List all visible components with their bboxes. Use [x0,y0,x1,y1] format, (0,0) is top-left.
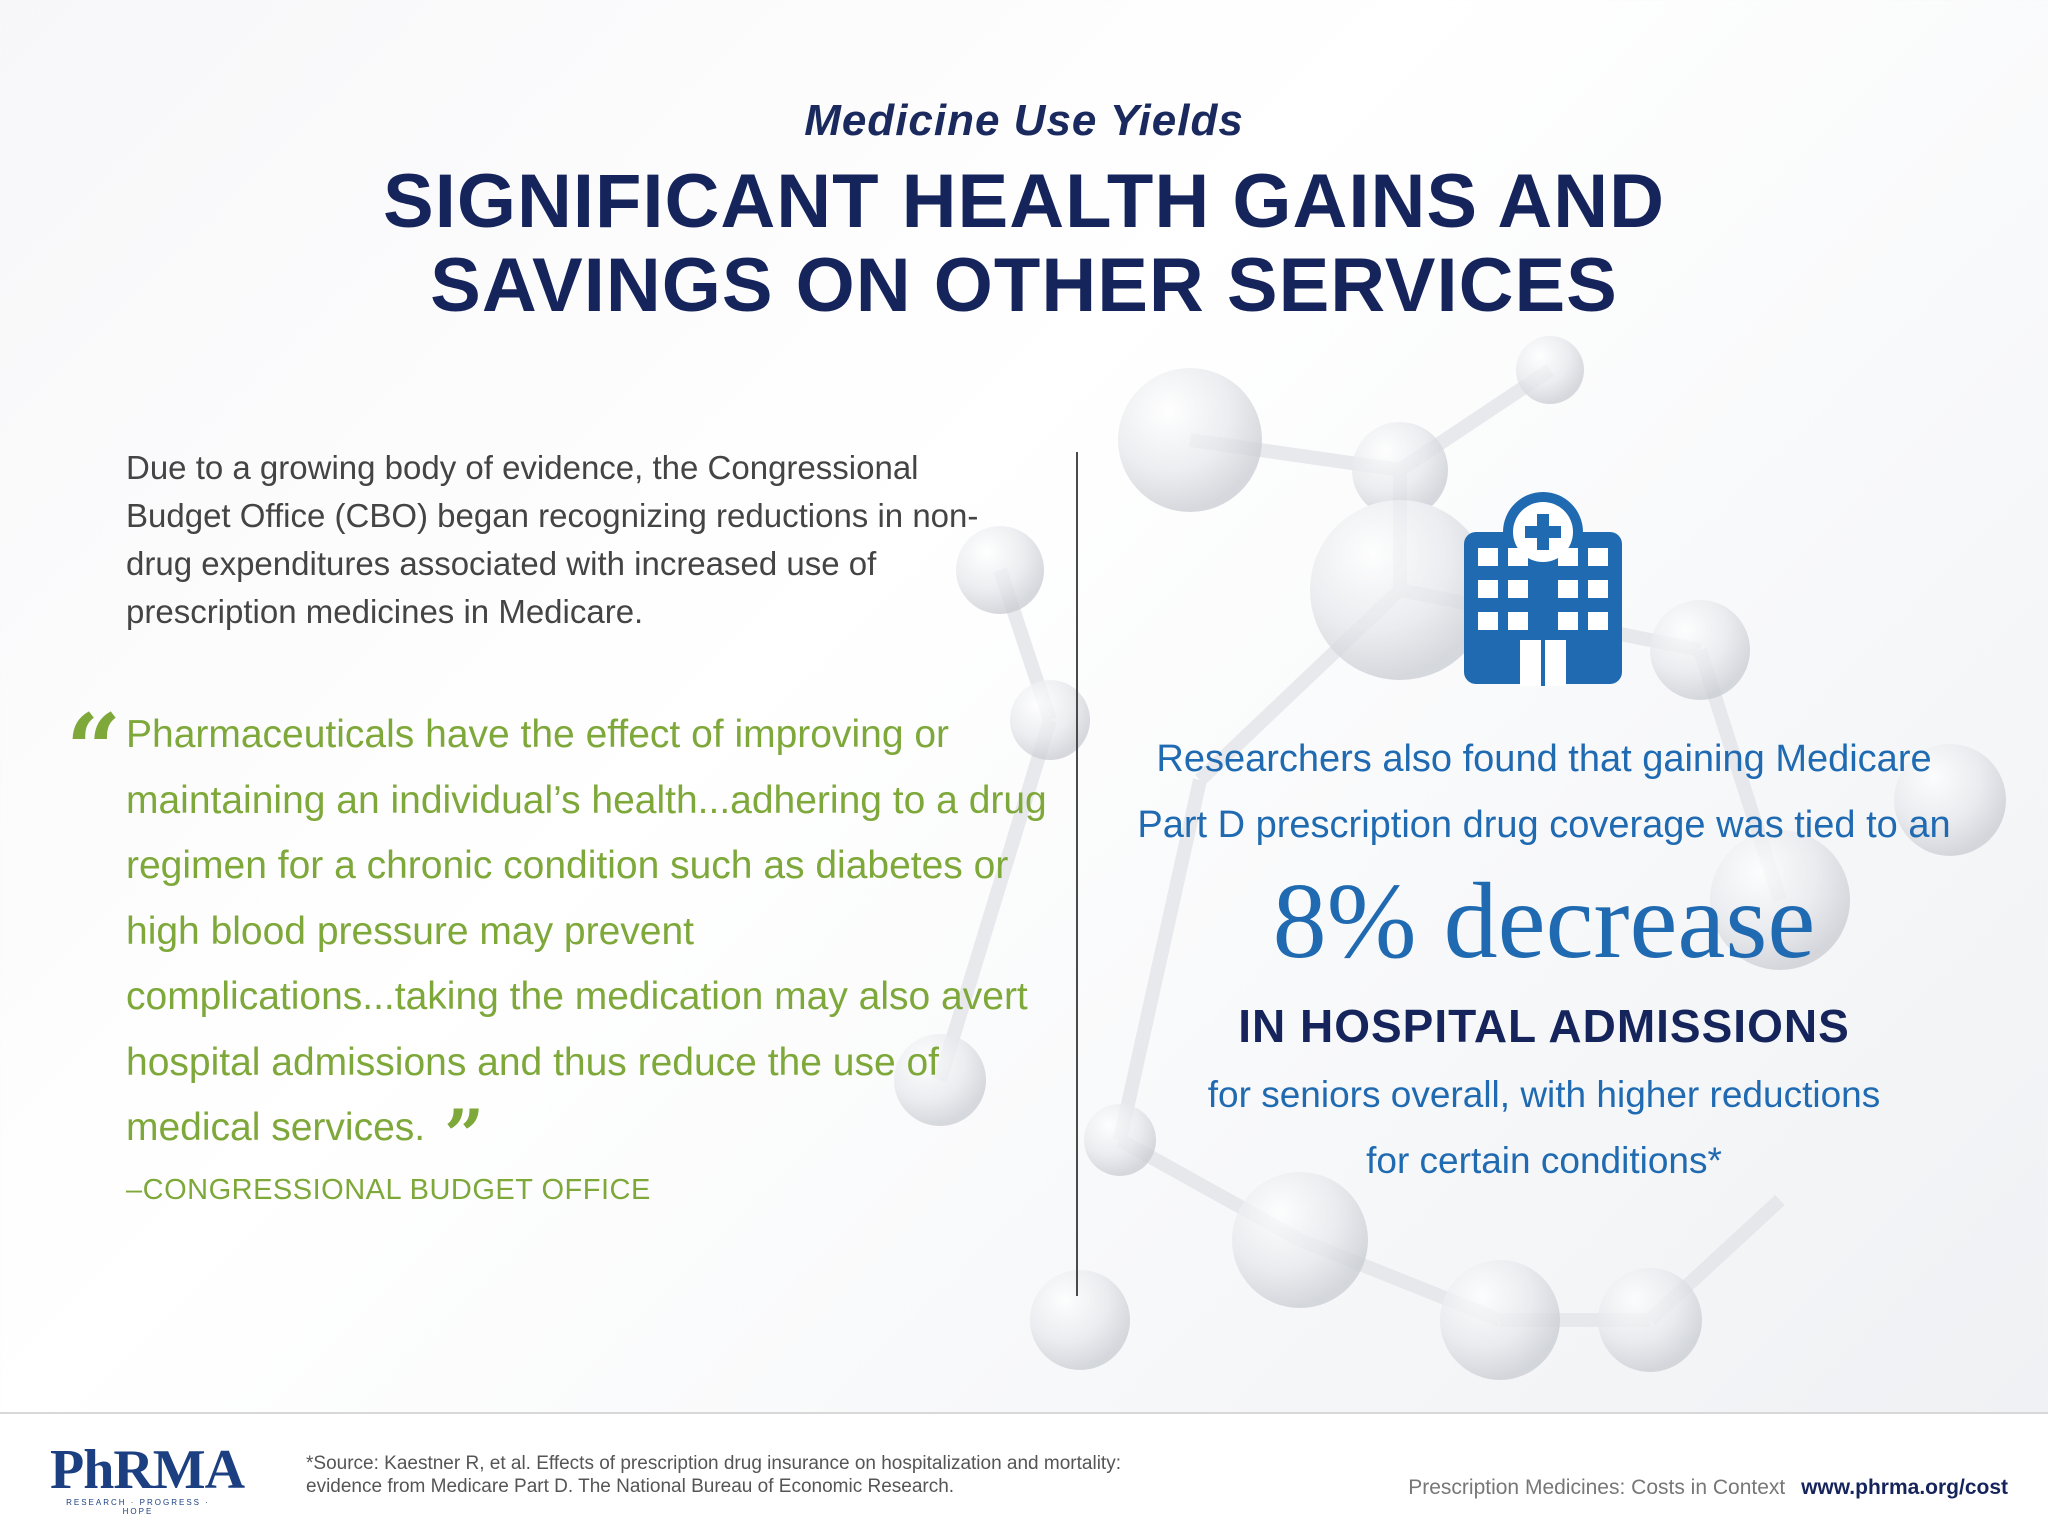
research-line-2: Part D prescription drug coverage was ti… [1137,804,1951,846]
research-line-1: Researchers also found that gaining Medi… [1156,738,1932,780]
page-title: SIGNIFICANT HEALTH GAINS AND SAVINGS ON … [300,160,1748,328]
quote-text: Pharmaceuticals have the effect of impro… [126,713,1047,1149]
series-label: Prescription Medicines: Costs in Context [1408,1476,1786,1499]
kicker-title: Medicine Use Yields [804,96,1244,145]
stat-figure: 8% decrease [1272,862,1816,981]
cbo-quote: Pharmaceuticals have the effect of impro… [126,702,1056,1171]
headline-line-2: SAVINGS ON OTHER SERVICES [430,243,1618,328]
molecule-background-graphic [894,336,2006,1380]
stat-detail: for seniors overall, with higher reducti… [1100,1062,1988,1194]
headline-line-1: SIGNIFICANT HEALTH GAINS AND [383,159,1665,244]
close-quote-mark: ” [443,1094,485,1177]
website-link[interactable]: www.phrma.org/cost [1801,1476,2008,1499]
footer-series: Prescription Medicines: Costs in Context… [1408,1476,2008,1500]
intro-paragraph: Due to a growing body of evidence, the C… [126,449,979,630]
hospital-icon [1464,492,1622,686]
open-quote-mark: “ [66,693,122,806]
source-line-2: evidence from Medicare Part D. The Natio… [306,1476,955,1497]
logo-wordmark: PhRMA [50,1439,245,1501]
phrma-logo: PhRMA RESEARCH · PROGRESS · HOPE [50,1442,245,1516]
footer-bar: PhRMA RESEARCH · PROGRESS · HOPE *Source… [0,1412,2048,1538]
research-statement: Researchers also found that gaining Medi… [1100,726,1988,858]
column-divider [1076,452,1078,1296]
stat-subhead: IN HOSPITAL ADMISSIONS [1238,1000,1850,1052]
detail-line-1: for seniors overall, with higher reducti… [1207,1074,1881,1115]
source-citation: *Source: Kaestner R, et al. Effects of p… [306,1452,1166,1498]
detail-line-2: for certain conditions* [1366,1140,1722,1181]
source-line-1: *Source: Kaestner R, et al. Effects of p… [306,1453,1121,1474]
logo-tagline: RESEARCH · PROGRESS · HOPE [66,1498,210,1516]
quote-attribution: –CONGRESSIONAL BUDGET OFFICE [126,1174,651,1206]
